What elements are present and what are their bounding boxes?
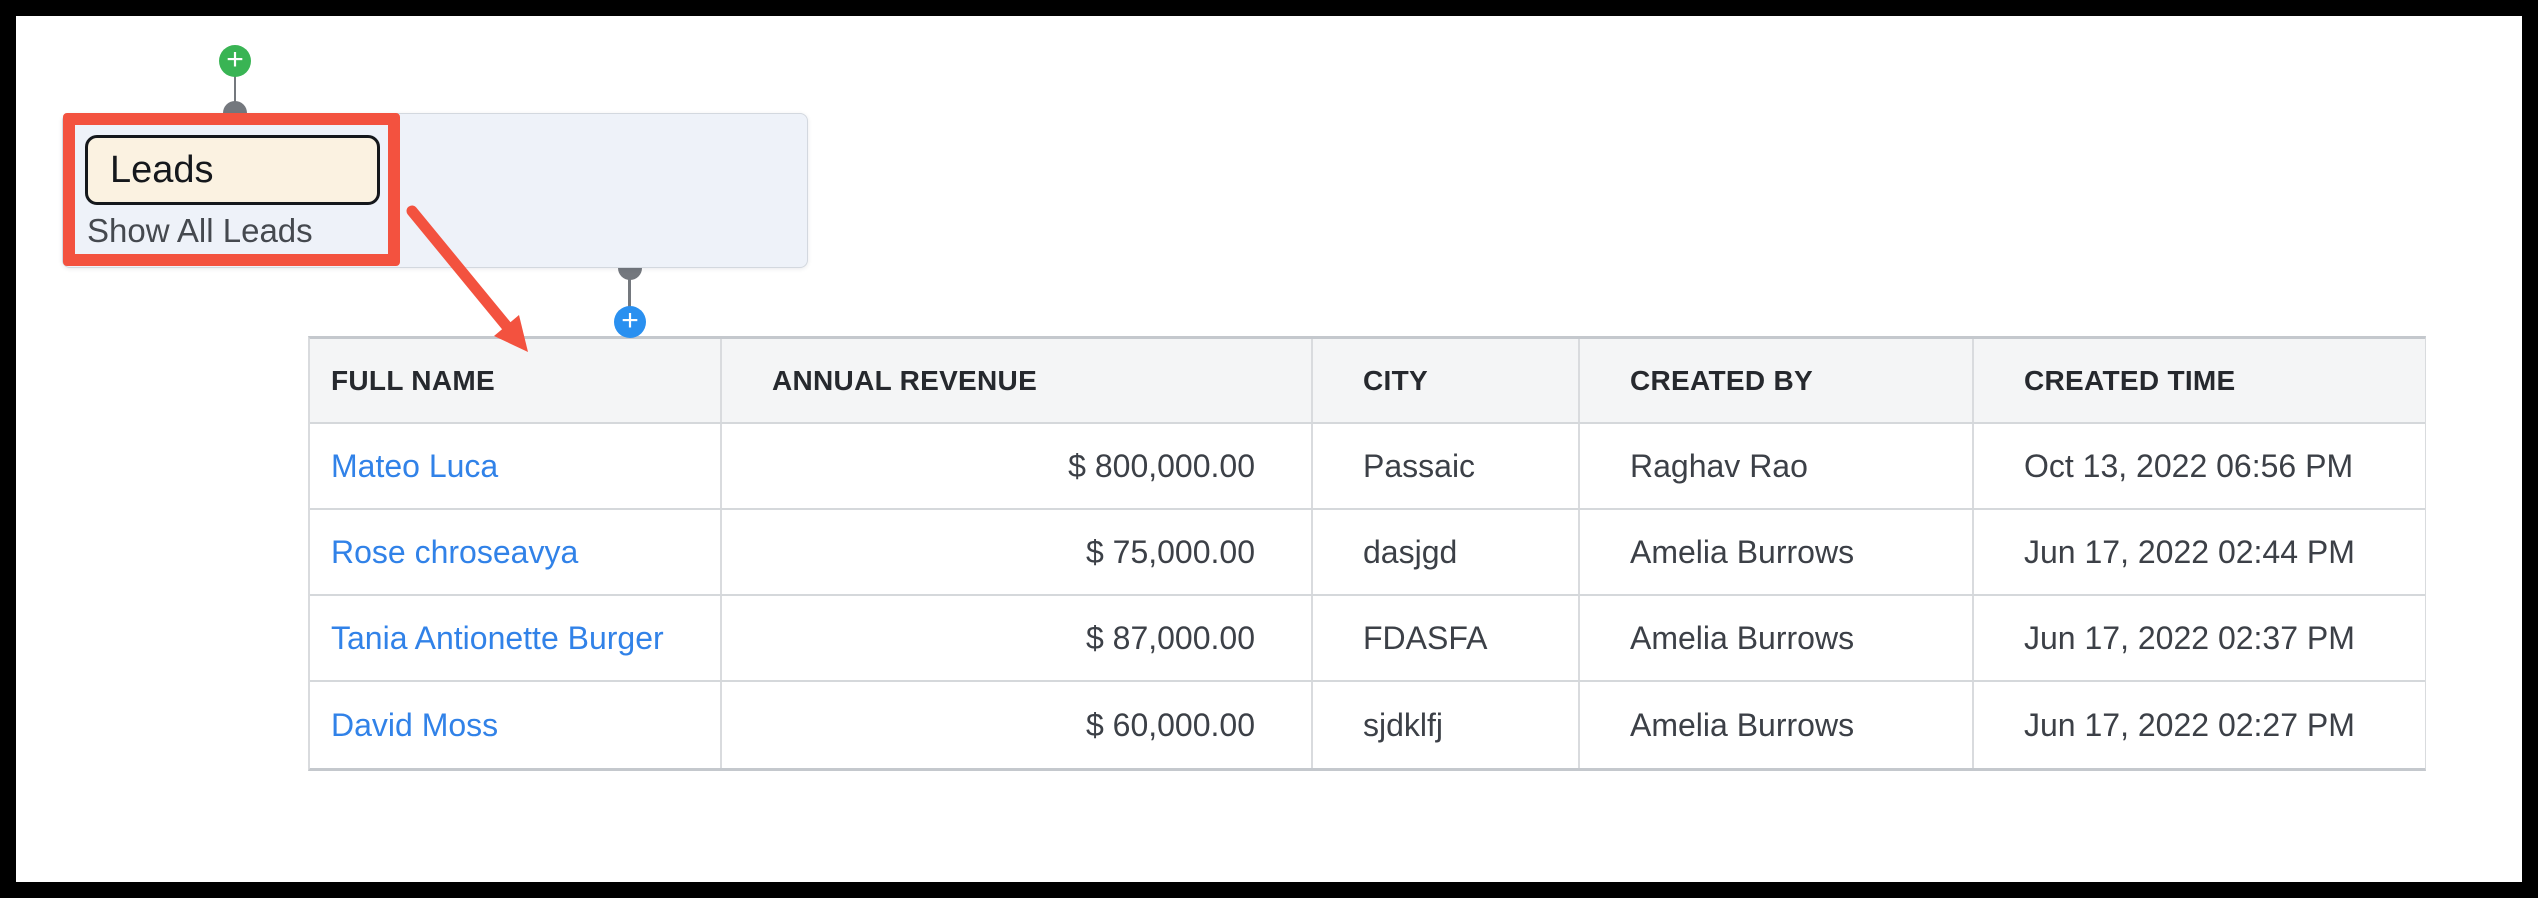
- cell-city: Passaic: [1313, 424, 1580, 508]
- cell-created-time: Oct 13, 2022 06:56 PM: [2024, 447, 2354, 484]
- table-header-row: FULL NAME ANNUAL REVENUE CITY CREATED BY…: [310, 339, 2425, 424]
- cell-annual-revenue: $ 87,000.00: [722, 596, 1313, 680]
- lead-name-link[interactable]: Tania Antionette Burger: [331, 619, 664, 656]
- lead-name-link[interactable]: David Moss: [331, 706, 499, 743]
- column-header-created-by[interactable]: CREATED BY: [1580, 339, 1974, 422]
- cell-full-name: David Moss: [310, 682, 722, 768]
- plus-icon: +: [621, 303, 639, 337]
- column-header-city[interactable]: CITY: [1313, 339, 1580, 422]
- plus-icon: +: [226, 42, 244, 76]
- cell-created-time: Jun 17, 2022 02:44 PM: [2024, 533, 2355, 570]
- leads-module-field[interactable]: Leads: [85, 135, 380, 205]
- column-header-created-time[interactable]: CREATED TIME: [2024, 364, 2236, 396]
- table-row: Mateo Luca $ 800,000.00 Passaic Raghav R…: [310, 424, 2425, 510]
- lead-name-link[interactable]: Mateo Luca: [331, 447, 499, 484]
- cell-created-by: Amelia Burrows: [1580, 682, 1974, 768]
- cell-full-name: Tania Antionette Burger: [310, 596, 722, 680]
- cell-created-by: Amelia Burrows: [1580, 596, 1974, 680]
- cell-created-by: Amelia Burrows: [1580, 510, 1974, 594]
- column-header-full-name[interactable]: FULL NAME: [310, 339, 722, 422]
- cell-created-by: Raghav Rao: [1580, 424, 1974, 508]
- add-child-node-button[interactable]: +: [614, 303, 646, 338]
- leads-records-table: FULL NAME ANNUAL REVENUE CITY CREATED BY…: [308, 336, 2426, 771]
- connector-line-bottom: [628, 268, 631, 322]
- lead-name-link[interactable]: Rose chroseavya: [331, 533, 579, 570]
- cell-annual-revenue: $ 75,000.00: [722, 510, 1313, 594]
- table-row: Tania Antionette Burger $ 87,000.00 FDAS…: [310, 596, 2425, 682]
- cell-city: dasjgd: [1313, 510, 1580, 594]
- add-parent-node-button[interactable]: +: [219, 42, 251, 77]
- workflow-canvas: + + Leads Show All Leads FULL NAME ANNUA…: [16, 16, 2522, 882]
- table-row: David Moss $ 60,000.00 sjdklfj Amelia Bu…: [310, 682, 2425, 768]
- cell-created-time: Jun 17, 2022 02:37 PM: [2024, 619, 2355, 656]
- connector-line-top: [234, 61, 236, 113]
- cell-created-time: Jun 17, 2022 02:27 PM: [2024, 706, 2355, 743]
- cell-full-name: Mateo Luca: [310, 424, 722, 508]
- cell-full-name: Rose chroseavya: [310, 510, 722, 594]
- cell-annual-revenue: $ 800,000.00: [722, 424, 1313, 508]
- cell-city: sjdklfj: [1313, 682, 1580, 768]
- cell-annual-revenue: $ 60,000.00: [722, 682, 1313, 768]
- cell-city: FDASFA: [1313, 596, 1580, 680]
- table-row: Rose chroseavya $ 75,000.00 dasjgd Ameli…: [310, 510, 2425, 596]
- leads-node-subtitle: Show All Leads: [87, 212, 313, 249]
- column-header-annual-revenue[interactable]: ANNUAL REVENUE: [722, 339, 1313, 422]
- leads-module-field-value: Leads: [110, 148, 214, 191]
